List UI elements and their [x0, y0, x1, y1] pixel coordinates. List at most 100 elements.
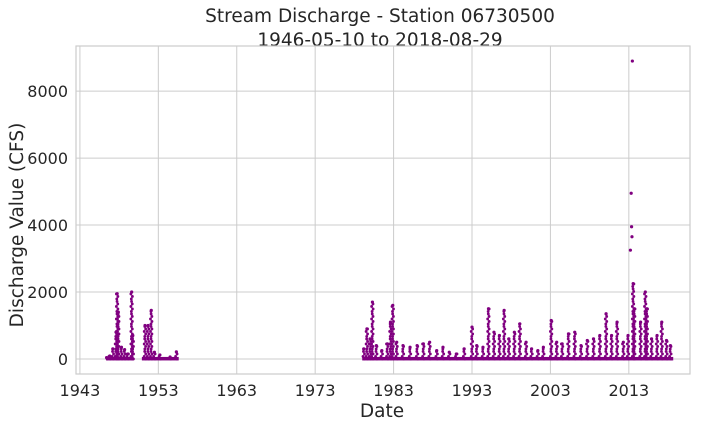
data-point [149, 322, 153, 326]
data-point [639, 327, 643, 331]
data-point [633, 320, 637, 323]
data-point [591, 347, 595, 351]
data-point [388, 350, 392, 353]
data-point [486, 307, 491, 311]
data-point [625, 355, 629, 358]
data-point [610, 340, 614, 343]
data-point [503, 327, 507, 331]
discharge-spike [157, 353, 162, 361]
data-point [416, 352, 420, 356]
data-point [537, 357, 540, 361]
data-point [550, 357, 554, 361]
data-point [626, 337, 630, 341]
data-point [585, 338, 589, 343]
data-point [644, 355, 648, 358]
data-point [150, 352, 154, 356]
data-point [146, 335, 150, 338]
data-point [147, 327, 151, 331]
data-point [512, 335, 516, 338]
data-point [519, 357, 522, 361]
data-point [422, 345, 426, 348]
data-point [626, 350, 630, 353]
data-point [656, 352, 660, 356]
data-point [158, 353, 162, 357]
data-point [427, 350, 431, 353]
data-point [142, 355, 146, 358]
data-point [130, 325, 133, 328]
data-point [659, 330, 663, 333]
data-point [492, 347, 496, 351]
data-point [150, 340, 154, 343]
data-point [598, 350, 601, 353]
data-point [638, 320, 643, 324]
data-point [609, 333, 614, 338]
data-point [604, 312, 608, 316]
data-point [143, 350, 147, 353]
data-point [605, 345, 609, 348]
data-point [402, 352, 406, 356]
data-point [599, 345, 602, 348]
data-point [632, 302, 636, 306]
data-point [660, 347, 663, 351]
discharge-spike [630, 235, 634, 239]
chart-title: Stream Discharge - Station 06730500 1946… [205, 6, 555, 51]
data-point [119, 350, 123, 353]
data-point [416, 357, 420, 361]
data-point [421, 347, 425, 351]
data-point [131, 347, 135, 351]
data-point [441, 345, 445, 349]
data-point [573, 330, 577, 334]
data-point [625, 342, 629, 346]
data-point [669, 357, 673, 361]
data-point [370, 300, 375, 304]
data-point [512, 350, 516, 353]
data-point [513, 357, 517, 361]
data-point [631, 282, 635, 286]
data-point [391, 325, 394, 328]
data-point [578, 355, 582, 358]
data-point [370, 312, 374, 316]
data-point [566, 347, 570, 351]
discharge-spike [632, 307, 637, 361]
data-point [615, 347, 619, 351]
data-point [604, 322, 608, 326]
data-point [639, 345, 643, 348]
data-point [507, 337, 511, 341]
data-point [650, 357, 654, 361]
data-point [519, 332, 522, 336]
data-point [542, 352, 546, 356]
data-point [529, 355, 533, 358]
discharge-spike [388, 320, 393, 361]
data-point [116, 330, 119, 333]
data-point [573, 347, 576, 351]
data-point [529, 350, 533, 353]
data-point [389, 352, 393, 356]
data-point [375, 352, 379, 356]
data-point [370, 335, 374, 338]
data-point [428, 345, 432, 348]
data-point [492, 337, 496, 341]
discharge-spike [454, 352, 459, 361]
data-point [126, 352, 130, 356]
data-point [645, 337, 648, 341]
y-tick-labels: 0 2000 4000 6000 8000 [27, 82, 68, 369]
discharge-spike [390, 303, 395, 361]
data-point [116, 307, 120, 311]
data-point [116, 355, 119, 358]
discharge-spike [142, 323, 148, 361]
data-point [391, 357, 395, 361]
data-point [572, 342, 576, 346]
data-point [632, 335, 636, 338]
data-point [508, 345, 511, 348]
data-point [508, 352, 511, 356]
data-point [487, 327, 491, 331]
data-point [390, 355, 394, 358]
data-point [497, 333, 502, 338]
data-point [632, 322, 636, 326]
data-point [486, 342, 490, 346]
data-point [579, 350, 583, 353]
data-point [149, 312, 153, 316]
data-point [374, 350, 378, 353]
data-point [428, 357, 432, 361]
data-point [665, 345, 669, 348]
